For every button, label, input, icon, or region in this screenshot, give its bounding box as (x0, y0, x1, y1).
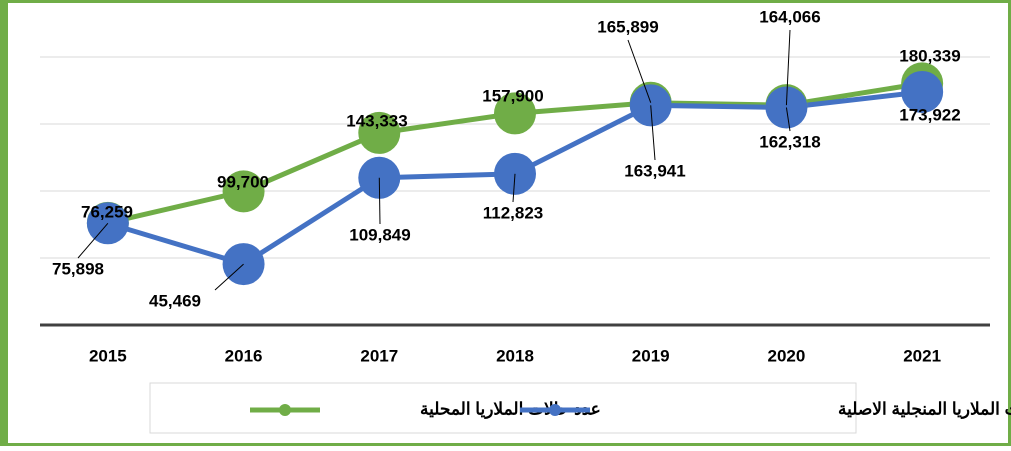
marker (86, 202, 129, 245)
leader-line (512, 173, 516, 203)
data-label: 143,333 (346, 111, 407, 130)
x-tick-label: 2018 (496, 346, 534, 365)
leader-line (650, 105, 656, 161)
leader-line (785, 29, 791, 106)
x-tick-label: 2016 (225, 346, 263, 365)
data-label: 180,339 (899, 46, 960, 65)
data-label: 163,941 (624, 161, 685, 180)
data-label: 157,900 (482, 86, 543, 105)
legend-marker (279, 404, 291, 416)
data-label: 164,066 (759, 7, 820, 26)
x-tick-label: 2019 (632, 346, 670, 365)
leader-line (627, 39, 652, 103)
data-label: 75,898 (52, 259, 104, 278)
marker (901, 70, 944, 113)
data-label: 109,849 (349, 225, 410, 244)
data-label: 45,469 (149, 291, 201, 310)
x-tick-label: 2015 (89, 346, 127, 365)
leader-line (214, 263, 244, 291)
data-label: 112,823 (483, 203, 544, 222)
data-label: 173,922 (899, 105, 960, 124)
legend-label: عدد حالات الملاريا المنجلية الاصلية (838, 399, 1011, 419)
leader-line (785, 107, 791, 132)
marker (494, 92, 536, 135)
leader-line (378, 177, 381, 225)
legend-marker (549, 404, 561, 416)
data-label: 165,899 (597, 17, 658, 36)
frame-edge (0, 0, 8, 446)
x-tick-label: 2020 (768, 346, 806, 365)
marker (358, 111, 401, 154)
data-label: 99,700 (217, 172, 269, 191)
x-tick-label: 2021 (903, 346, 941, 365)
x-tick-label: 2017 (360, 346, 398, 365)
data-label: 76,259 (81, 202, 133, 221)
leader-line (77, 222, 109, 259)
data-label: 162,318 (759, 132, 820, 151)
marker (222, 170, 265, 213)
